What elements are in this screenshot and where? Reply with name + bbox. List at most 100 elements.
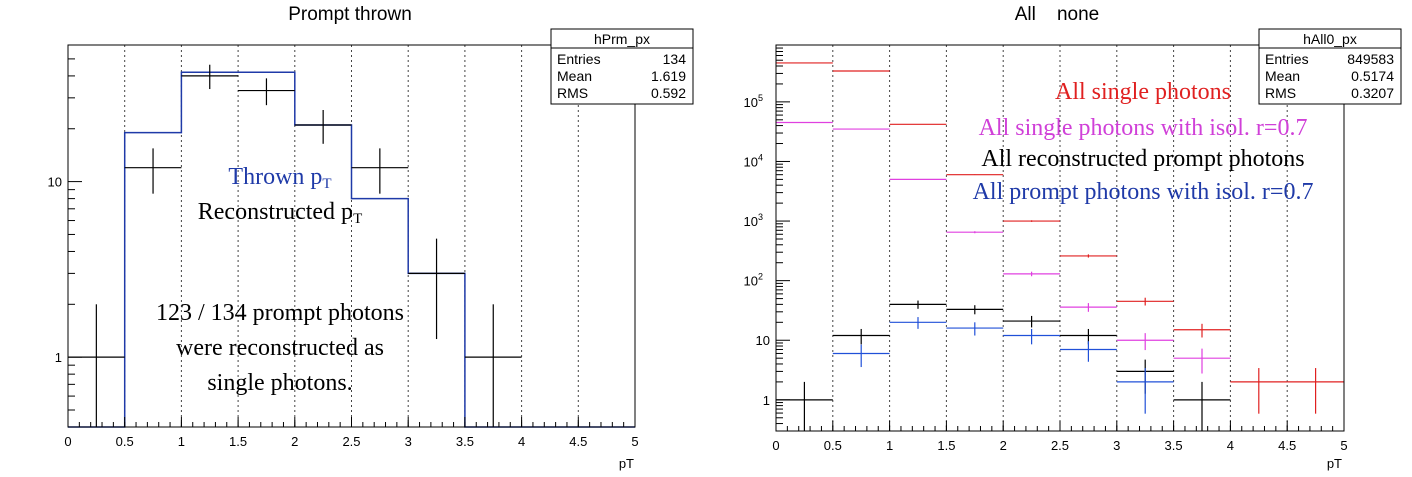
right-x-tick-label: 3 xyxy=(1113,438,1120,453)
left-x-tick-label: 3 xyxy=(405,434,412,449)
left-stats-label: RMS xyxy=(557,85,588,101)
right-data-point xyxy=(1116,368,1174,414)
right-data-point xyxy=(776,381,833,431)
left-stats-value: 134 xyxy=(663,51,687,67)
right-stats-title: hAll0_px xyxy=(1303,31,1357,47)
left-x-tick-label: 5 xyxy=(631,434,638,449)
right-y-tick-label: 10 xyxy=(756,333,770,348)
left-y-tick-label: 10 xyxy=(48,175,62,190)
left-data-point xyxy=(464,304,522,427)
left-y-ticks: 1 10 xyxy=(48,44,82,428)
right-x-tick-label: 4 xyxy=(1227,438,1234,453)
right-x-tick-label: 0.5 xyxy=(824,438,842,453)
left-annotation-summary-line: single photons. xyxy=(207,370,352,396)
right-data-point xyxy=(1173,323,1231,338)
right-chart-title: All none xyxy=(1015,4,1100,25)
right-data-point xyxy=(1116,333,1174,351)
left-annotation-summary-line: were reconstructed as xyxy=(176,335,384,361)
right-chart-panel: All none 0 0.5 1 1.5 2 2.5 3 3.5 4 4.5 5 1 10 102 103… xyxy=(744,4,1402,471)
left-x-tick-label: 1.5 xyxy=(229,434,247,449)
left-x-tick-label: 3.5 xyxy=(456,434,474,449)
right-data-point xyxy=(1003,315,1060,328)
right-x-tick-label: 2 xyxy=(1000,438,1007,453)
right-series-4 xyxy=(832,317,1174,414)
right-data-point xyxy=(1003,271,1060,277)
left-data-point xyxy=(124,148,182,194)
right-data-point xyxy=(946,174,1004,176)
right-data-point xyxy=(1060,254,1117,258)
left-x-tick-label: 0.5 xyxy=(116,434,134,449)
left-data-point xyxy=(408,238,465,340)
left-stats-box: hPrm_px Entries 134 Mean 1.619 RMS 0.592 xyxy=(550,28,694,105)
right-x-tick-label: 1.5 xyxy=(937,438,955,453)
right-data-point xyxy=(889,300,947,309)
right-y-ticks: 1 10 102 103 104 105 xyxy=(744,44,790,432)
left-data-point xyxy=(351,148,409,194)
right-data-point xyxy=(1060,341,1117,362)
left-x-tick-label: 4.5 xyxy=(569,434,587,449)
left-stats-label: Mean xyxy=(557,68,592,84)
right-y-tick-label: 103 xyxy=(744,212,763,229)
right-series-2 xyxy=(776,121,1231,374)
right-data-point xyxy=(889,178,947,181)
left-stats-title: hPrm_px xyxy=(594,31,650,47)
left-x-tick-label: 1 xyxy=(178,434,185,449)
left-chart-title: Prompt thrown xyxy=(288,4,412,25)
left-x-tick-label: 2 xyxy=(291,434,298,449)
right-annotation-prompt-isol: All prompt photons with isol. r=0.7 xyxy=(973,179,1314,205)
right-data-point xyxy=(946,231,1004,234)
left-x-tick-label: 2.5 xyxy=(342,434,360,449)
right-stats-label: Mean xyxy=(1265,68,1300,84)
left-annotation-thrown: Thrown pT xyxy=(228,164,331,192)
left-data-point xyxy=(68,304,125,427)
left-data-point xyxy=(294,109,352,144)
left-x-axis-label: pT xyxy=(619,456,634,471)
right-data-point xyxy=(832,344,890,368)
right-data-point xyxy=(1003,328,1060,345)
right-data-point xyxy=(1116,297,1174,306)
right-annotation-single-isol: All single photons with isol. r=0.7 xyxy=(979,115,1308,141)
left-y-tick-label: 1 xyxy=(55,350,62,365)
right-data-point xyxy=(1230,368,1288,414)
right-x-tick-label: 4.5 xyxy=(1278,438,1296,453)
right-y-tick-label: 1 xyxy=(763,393,770,408)
right-data-point xyxy=(1173,381,1231,431)
right-stats-label: Entries xyxy=(1265,51,1309,67)
right-y-tick-label: 102 xyxy=(744,272,763,289)
left-chart-panel: Prompt thrown 0 0.5 1 1.5 2 2.5 3 3.5 4 4.5 5 110 … xyxy=(48,4,694,471)
right-x-tick-label: 2.5 xyxy=(1051,438,1069,453)
right-data-point xyxy=(1003,220,1060,222)
left-data-point xyxy=(238,78,295,106)
left-stats-value: 1.619 xyxy=(651,68,686,84)
left-stats-value: 0.592 xyxy=(651,85,686,101)
right-stats-value: 0.3207 xyxy=(1351,85,1394,101)
right-grid xyxy=(832,45,1288,431)
right-x-tick-label: 5 xyxy=(1340,438,1347,453)
right-x-tick-label: 3.5 xyxy=(1165,438,1183,453)
left-data-point xyxy=(181,64,239,90)
right-series-group xyxy=(776,62,1344,431)
right-series-3 xyxy=(776,300,1231,431)
right-data-point xyxy=(832,328,890,345)
left-x-tick-label: 4 xyxy=(518,434,525,449)
right-data-point xyxy=(946,322,1004,336)
left-stats-label: Entries xyxy=(557,51,601,67)
right-stats-box: hAll0_px Entries 849583 Mean 0.5174 RMS … xyxy=(1258,28,1402,105)
right-x-axis-label: pT xyxy=(1327,456,1342,471)
right-stats-value: 0.5174 xyxy=(1351,68,1394,84)
right-series-1 xyxy=(776,62,1344,414)
right-annotation-all-single: All single photons xyxy=(1055,79,1231,105)
left-x-tick-label: 0 xyxy=(64,434,71,449)
right-y-tick-label: 104 xyxy=(744,152,763,169)
right-data-point xyxy=(946,305,1004,315)
right-data-point xyxy=(1060,303,1117,312)
right-stats-value: 849583 xyxy=(1347,51,1394,67)
right-data-point xyxy=(1173,348,1231,374)
right-annotation-reco-prompt: All reconstructed prompt photons xyxy=(981,146,1304,172)
right-data-point xyxy=(1287,368,1344,414)
right-x-tick-label: 1 xyxy=(886,438,893,453)
right-stats-label: RMS xyxy=(1265,85,1296,101)
left-series-2 xyxy=(68,64,522,427)
left-annotation-reconstructed: Reconstructed pT xyxy=(198,199,362,227)
